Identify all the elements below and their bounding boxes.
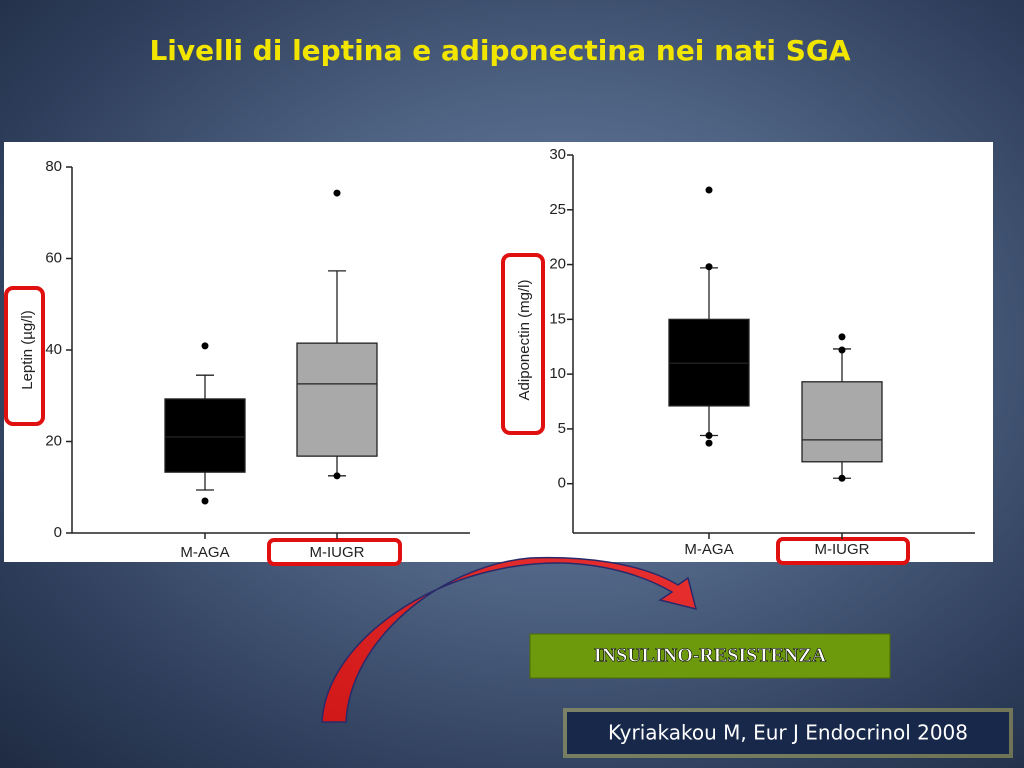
slide-title: Livelli di leptina e adiponectina nei na… xyxy=(149,34,850,67)
highlight-frame xyxy=(4,286,45,426)
outlier xyxy=(201,497,209,505)
x-tick-label: M-IUGR xyxy=(815,541,870,558)
x-tick-label: M-AGA xyxy=(180,544,229,561)
outlier xyxy=(838,333,846,341)
y-tick-label: 15 xyxy=(549,310,566,327)
y-tick-label: 40 xyxy=(45,341,62,358)
y-axis-label: Adiponectin (mg/l) xyxy=(516,280,533,401)
box xyxy=(296,342,378,457)
y-tick-label: 25 xyxy=(549,201,566,218)
citation-box xyxy=(567,712,1009,754)
y-tick-label: 0 xyxy=(558,475,566,492)
outlier xyxy=(333,472,341,480)
y-tick-label: 5 xyxy=(558,420,566,437)
citation: Kyriakakou M, Eur J Endocrinol 2008 xyxy=(608,721,968,745)
x-tick-label: M-IUGR xyxy=(310,544,365,561)
highlight-text: INSULINO-RESISTENZA xyxy=(594,645,827,667)
box xyxy=(164,398,246,473)
y-tick-label: 10 xyxy=(549,365,566,382)
chart-panel xyxy=(4,142,993,562)
outlier xyxy=(705,431,713,439)
outlier xyxy=(705,439,713,447)
highlight-frame xyxy=(501,253,545,435)
highlight-frame xyxy=(267,538,402,566)
outlier xyxy=(201,342,209,350)
arrow xyxy=(321,556,698,723)
y-tick-label: 60 xyxy=(45,249,62,266)
outlier xyxy=(838,346,846,354)
outlier xyxy=(705,186,713,194)
outlier xyxy=(705,263,713,271)
outlier xyxy=(838,474,846,482)
y-tick-label: 20 xyxy=(549,256,566,273)
box xyxy=(801,381,883,463)
y-tick-label: 30 xyxy=(549,146,566,163)
x-tick-label: M-AGA xyxy=(684,541,733,558)
highlight-frame xyxy=(776,537,910,565)
y-tick-label: 20 xyxy=(45,432,62,449)
highlight-box xyxy=(529,633,891,679)
y-tick-label: 0 xyxy=(54,524,62,541)
y-tick-label: 80 xyxy=(45,158,62,175)
y-axis-label: Leptin (µg/l) xyxy=(19,310,36,390)
outlier xyxy=(333,189,341,197)
